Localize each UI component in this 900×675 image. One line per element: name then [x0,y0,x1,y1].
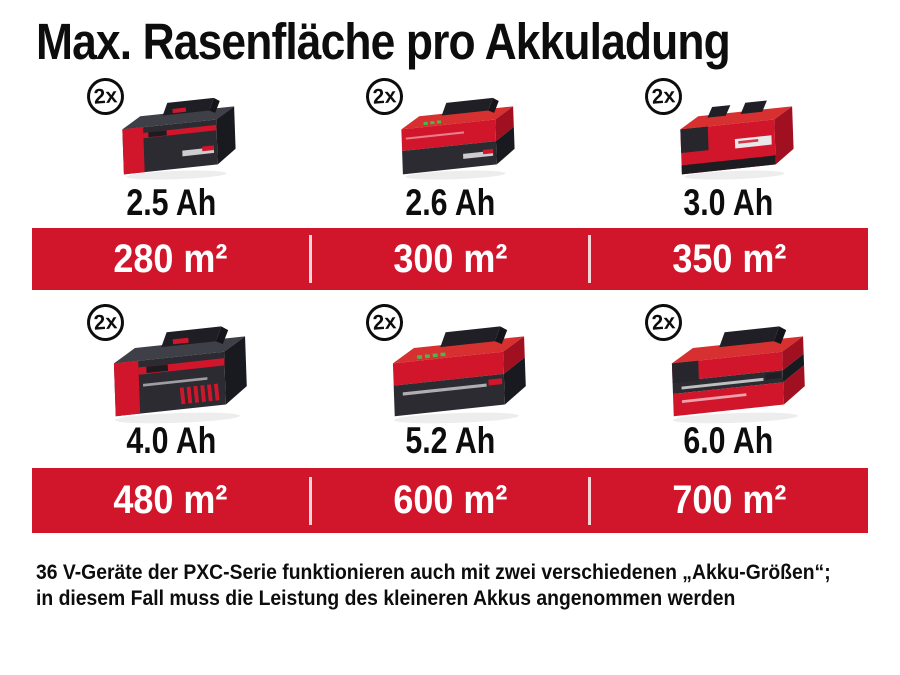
battery-5-2ah-image [392,326,526,424]
battery-2-5ah-image [122,97,236,180]
capacity-label: 3.0 Ah [683,182,774,223]
bar-divider [588,235,592,283]
footnote-line-2: in diesem Fall muss die Leistung des kle… [36,585,736,610]
bar-divider [588,476,592,525]
area-value: 280 m² [113,236,228,281]
bar-divider [308,476,312,525]
page-title: Max. Rasenfläche pro Akkuladung [36,13,731,70]
battery-2-6ah-image [401,97,515,180]
battery-row-2: 2x [32,300,868,464]
area-cell: 350 m² [591,228,868,290]
area-cell: 480 m² [32,468,309,533]
battery-cell-4-0ah: 2x [32,300,311,464]
area-cell: 700 m² [591,468,868,533]
capacity-label: 5.2 Ah [405,420,495,461]
area-bar-2: 480 m² 600 m² 700 m² [32,468,868,533]
capacity-label: 2.5 Ah [126,182,217,223]
area-value: 350 m² [672,236,787,281]
battery-3-0ah-image [680,100,794,180]
battery-cell-6-0ah: 2x [589,300,868,464]
capacity-label: 6.0 Ah [683,420,774,461]
area-bar-1: 280 m² 300 m² 350 m² [32,228,868,290]
battery-row-1: 2x 2.5 Ah [32,74,868,226]
battery-cell-2-5ah: 2x 2.5 Ah [32,74,311,226]
battery-6-0ah-image [671,326,805,424]
area-value: 300 m² [392,236,508,281]
capacity-label: 2.6 Ah [405,182,495,223]
bar-divider [308,235,312,283]
battery-cell-3-0ah: 2x 3.0 Ah [589,74,868,226]
battery-4-0ah-image [114,326,248,424]
battery-cell-2-6ah: 2x [311,74,590,226]
area-cell: 600 m² [312,468,589,533]
capacity-label: 4.0 Ah [126,420,217,461]
area-cell: 280 m² [32,228,309,290]
area-value: 700 m² [672,478,787,522]
footnote: 36 V-Geräte der PXC-Serie funktionieren … [36,560,886,612]
area-value: 600 m² [392,478,508,522]
footnote-line-1: 36 V-Geräte der PXC-Serie funktionieren … [36,560,831,584]
battery-cell-5-2ah: 2x [311,300,590,464]
area-value: 480 m² [113,478,228,522]
area-cell: 300 m² [312,228,589,290]
